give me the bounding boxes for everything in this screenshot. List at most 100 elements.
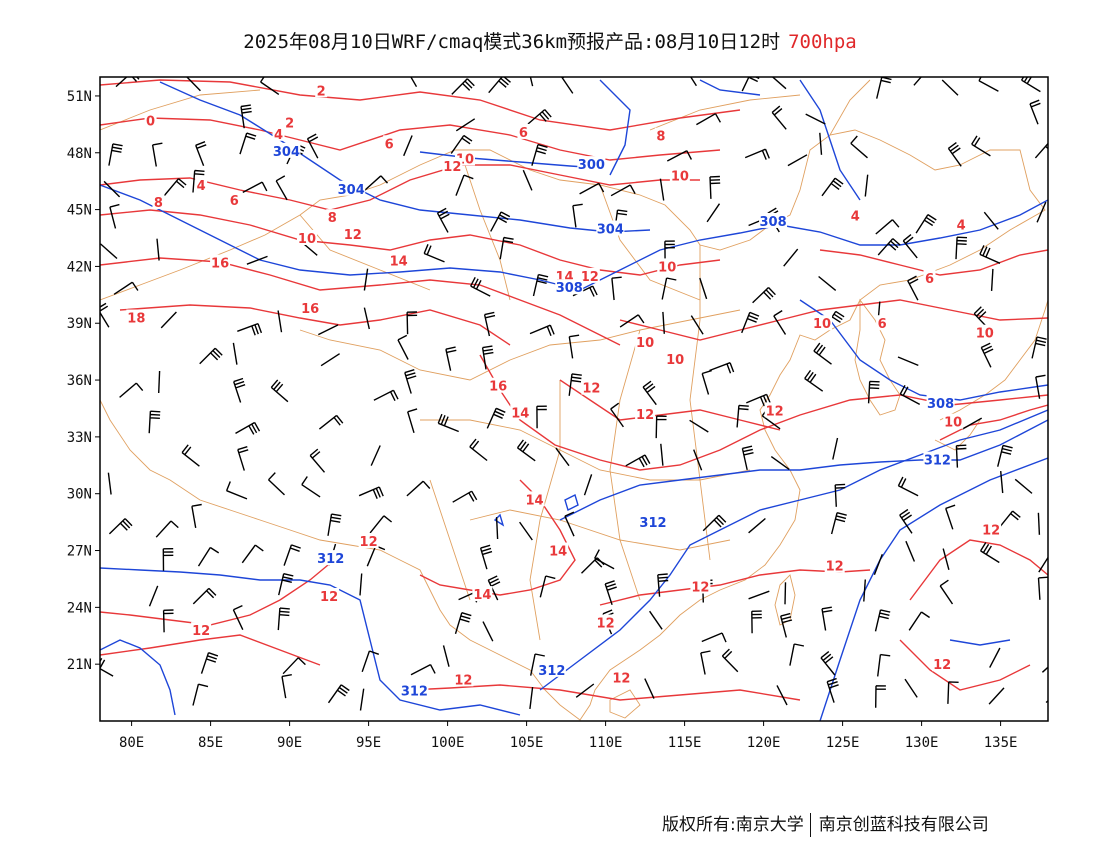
temperature-isoline [100, 79, 741, 131]
wind-barb [902, 234, 918, 259]
copyright-owner: 版权所有:南京大学 [662, 815, 804, 835]
temperature-label-bg [195, 176, 208, 192]
wind-barb [192, 683, 209, 706]
wind-barb [979, 245, 1001, 264]
temperature-label-bg [326, 209, 339, 225]
wind-barb [988, 687, 1005, 705]
temperature-isoline [599, 569, 871, 606]
wind-barb [270, 379, 289, 403]
geopotential-labels: 304 304 300 304 308 308 308 312 312 312 312 312 [272, 142, 955, 700]
wind-barb [771, 105, 787, 130]
wind-barb [397, 334, 409, 360]
copyright-company: 南京创蓝科技有限公司 [818, 815, 989, 835]
temperature-label-bg [974, 324, 995, 340]
lon-tick-label: 105E [510, 735, 544, 751]
temperature-label-bg [453, 671, 474, 687]
wind-barb [359, 688, 365, 711]
wind-barb [741, 311, 760, 334]
wind-barb [155, 520, 179, 538]
geopotential-label: 312 [639, 516, 666, 531]
temperature-label: 10 [298, 232, 316, 247]
temperature-label-bg [923, 269, 936, 285]
wind-barb [998, 510, 1021, 529]
hainan-outline [609, 689, 641, 719]
lon-tick-label: 120E [747, 735, 781, 751]
temperature-label: 16 [301, 302, 319, 317]
geopotential-isoline [559, 419, 1048, 521]
temperature-label-bg [510, 404, 531, 420]
temperature-label: 6 [878, 317, 887, 332]
wind-barb [560, 77, 574, 94]
wind-barb [701, 369, 712, 395]
wind-barb [1031, 336, 1047, 359]
temperature-label: 12 [597, 617, 615, 632]
wind-barb [115, 77, 140, 88]
temperature-label-bg [665, 351, 686, 367]
geopotential-isoline [100, 639, 176, 716]
wind-barb [787, 154, 808, 167]
wind-barb [100, 243, 118, 260]
wind-barb [657, 573, 669, 597]
wind-barb [736, 404, 749, 428]
geopotential-isoline [819, 457, 1048, 721]
wind-barb [119, 382, 144, 398]
wind-barb [237, 322, 263, 336]
geopotential-label-bg [272, 142, 301, 158]
wind-barb [1041, 666, 1048, 673]
china-outline [100, 129, 1046, 721]
lat-tick-label: 51N [67, 89, 92, 105]
lat-tick-label: 21N [67, 657, 92, 673]
wind-barb [499, 236, 514, 260]
wind-barb [696, 113, 722, 126]
wind-barb [907, 275, 919, 301]
temperature-label-bg [579, 267, 600, 283]
wind-barb [225, 481, 248, 500]
wind-barb [805, 113, 826, 125]
wind-barb [237, 446, 249, 471]
geopotential-isoline [949, 639, 1011, 646]
wind-barb [689, 77, 697, 87]
wind-barb [151, 142, 163, 167]
wind-barb [826, 677, 839, 703]
temperature-label-bg [812, 315, 833, 331]
wind-barb [442, 645, 450, 667]
wind-barb [693, 449, 703, 471]
wind-barb [327, 513, 342, 536]
wind-barb [529, 687, 534, 709]
wind-barb [488, 77, 511, 94]
wind-barb [572, 203, 583, 228]
temperature-label: 8 [154, 196, 163, 211]
wind-barb [482, 621, 494, 642]
temperature-label-bg [228, 192, 241, 208]
wind-barb [555, 447, 570, 467]
wind-barb [192, 587, 217, 605]
temperature-label: 4 [197, 179, 206, 194]
wind-barb [423, 244, 445, 263]
lat-tick-label: 33N [67, 430, 92, 446]
temperature-label: 10 [813, 317, 831, 332]
wind-barb [850, 135, 868, 159]
lat-tick-label: 42N [67, 259, 92, 275]
wind-barb [875, 219, 900, 235]
wind-barb [516, 439, 536, 462]
wind-barb [278, 573, 294, 596]
wind-barb [973, 306, 990, 331]
temperature-label-bg [611, 669, 632, 685]
wind-barb [897, 356, 919, 367]
geopotential-label: 304 [597, 223, 624, 238]
temperature-label-bg [548, 542, 569, 558]
wind-barb [1014, 478, 1033, 494]
wind-barb [531, 143, 548, 166]
temperature-isoline [100, 554, 341, 626]
wind-barb [780, 612, 793, 638]
temperature-label: 16 [489, 380, 507, 395]
wind-barb [830, 512, 847, 535]
wind-barb [160, 311, 177, 329]
wind-barb [519, 521, 533, 541]
wind-barb [163, 178, 187, 196]
temperature-label: 6 [230, 194, 239, 209]
wind-barb [947, 681, 959, 704]
title-main: 2025年08月10日WRF/cmaq模式36km预报产品:08月10日12时 [243, 31, 781, 53]
geopotential-label-bg [555, 279, 584, 295]
